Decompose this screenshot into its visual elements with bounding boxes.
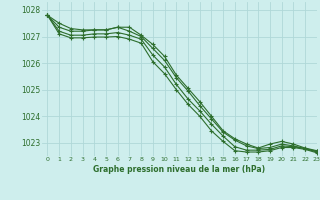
X-axis label: Graphe pression niveau de la mer (hPa): Graphe pression niveau de la mer (hPa): [93, 165, 265, 174]
